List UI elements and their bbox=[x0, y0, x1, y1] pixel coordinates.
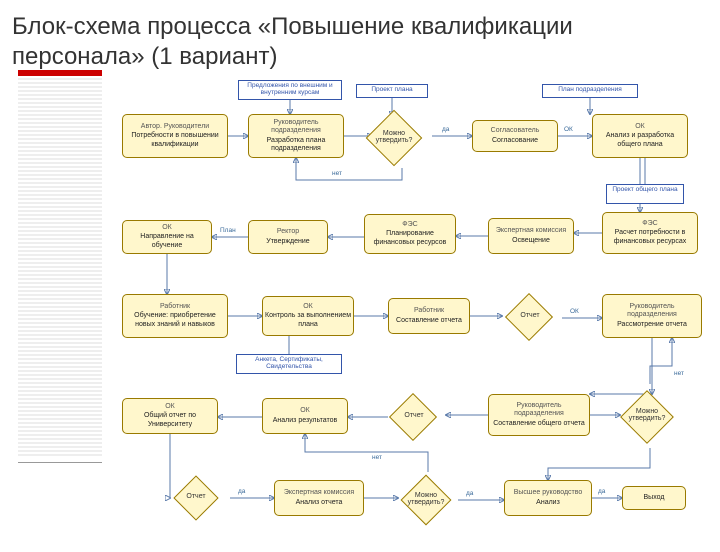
node-role: Работник bbox=[125, 303, 225, 311]
node-role: Экспертная комиссия bbox=[277, 489, 361, 497]
node-action: Отчет bbox=[508, 312, 552, 319]
edge-label: да bbox=[442, 126, 449, 133]
node-action: Анализ отчета bbox=[277, 499, 361, 507]
node-role: ОК bbox=[265, 407, 345, 415]
node-n22: Экспертная комиссия Анализ отчета bbox=[274, 480, 364, 516]
edge-label: да bbox=[598, 488, 605, 495]
node-role: Руководитель подразделения bbox=[491, 402, 587, 418]
edge-label: да bbox=[238, 488, 245, 495]
node-n25: Выход bbox=[622, 486, 686, 510]
node-action: Выход bbox=[625, 494, 683, 502]
sidebar-decor bbox=[18, 70, 102, 463]
data-input: Проект плана bbox=[356, 84, 428, 98]
node-action: Освещение bbox=[491, 237, 571, 245]
edge-label: ОК bbox=[564, 126, 573, 133]
node-n16: ОК Общий отчет по Университету bbox=[122, 398, 218, 434]
node-role: Руководитель подразделения bbox=[605, 303, 699, 319]
data-input: Проект общего плана bbox=[606, 184, 684, 204]
node-action: Направление на обучение bbox=[125, 233, 209, 249]
node-n10: ФЭС Расчет потребности в финансовых ресу… bbox=[602, 212, 698, 254]
underline bbox=[18, 462, 102, 463]
node-action: Анализ и разработка общего плана bbox=[595, 132, 685, 148]
data-input: План подразделения bbox=[542, 84, 638, 98]
node-action: Расчет потребности в финансовых ресурсах bbox=[605, 229, 695, 245]
node-role: ФЭС bbox=[605, 220, 695, 228]
node-role: ФЭС bbox=[367, 221, 453, 229]
node-action: Можно утвердить? bbox=[366, 130, 422, 144]
node-action: Можно утвердить? bbox=[398, 492, 454, 506]
node-role: ОК bbox=[125, 403, 215, 411]
node-action: Анализ bbox=[507, 499, 589, 507]
node-n9: Экспертная комиссия Освещение bbox=[488, 218, 574, 254]
accent-bar bbox=[18, 70, 102, 76]
node-n24: Высшее руководство Анализ bbox=[504, 480, 592, 516]
node-action: Общий отчет по Университету bbox=[125, 412, 215, 428]
node-action: Составление общего отчета bbox=[491, 420, 587, 428]
node-action: Составление отчета bbox=[391, 317, 467, 325]
node-role: Экспертная комиссия bbox=[491, 227, 571, 235]
node-action: Можно утвердить? bbox=[618, 408, 676, 422]
striped-fill bbox=[18, 78, 102, 458]
node-role: Работник bbox=[391, 307, 467, 315]
node-action: Планирование финансовых ресурсов bbox=[367, 230, 453, 246]
node-role: Автор. Руководители bbox=[125, 123, 225, 131]
node-action: Разработка плана подразделения bbox=[251, 137, 341, 153]
page-title: Блок-схема процесса «Повышение квалифика… bbox=[12, 12, 708, 72]
edge-label: нет bbox=[332, 170, 342, 177]
node-action: Потребности в повышении квалификации bbox=[125, 132, 225, 148]
node-action: Согласование bbox=[475, 137, 555, 145]
node-n5: ОК Анализ и разработка общего плана bbox=[592, 114, 688, 158]
node-role: Ректор bbox=[251, 228, 325, 236]
node-action: Анализ результатов bbox=[265, 417, 345, 425]
node-n8: ФЭС Планирование финансовых ресурсов bbox=[364, 214, 456, 254]
node-n15: Руководитель подразделения Рассмотрение … bbox=[602, 294, 702, 338]
node-n2: Руководитель подразделения Разработка пл… bbox=[248, 114, 344, 158]
node-action: Обучение: приобретение новых знаний и на… bbox=[125, 312, 225, 328]
node-role: ОК bbox=[265, 303, 351, 311]
data-input: Предложения по внешним и внутренним курс… bbox=[238, 80, 342, 100]
node-action: Отчет bbox=[174, 493, 218, 500]
node-n11: Работник Обучение: приобретение новых зн… bbox=[122, 294, 228, 338]
node-role: ОК bbox=[125, 224, 209, 232]
edge-label: да bbox=[466, 490, 473, 497]
node-n17: ОК Анализ результатов bbox=[262, 398, 348, 434]
node-n13: Работник Составление отчета bbox=[388, 298, 470, 334]
node-action: Рассмотрение отчета bbox=[605, 321, 699, 329]
node-n6: ОК Направление на обучение bbox=[122, 220, 212, 254]
node-role: Руководитель подразделения bbox=[251, 119, 341, 135]
node-role: ОК bbox=[595, 123, 685, 131]
edge-label: нет bbox=[674, 370, 684, 377]
node-action: Отчет bbox=[392, 412, 436, 419]
node-n4: Согласователь Согласование bbox=[472, 120, 558, 152]
node-role: Согласователь bbox=[475, 127, 555, 135]
node-n19: Руководитель подразделения Составление о… bbox=[488, 394, 590, 436]
node-action: Контроль за выполнением плана bbox=[265, 312, 351, 328]
edge-label: ОК bbox=[570, 308, 579, 315]
node-role: Высшее руководство bbox=[507, 489, 589, 497]
node-action: Утверждение bbox=[251, 238, 325, 246]
node-n7: Ректор Утверждение bbox=[248, 220, 328, 254]
data-input: Анкета, Сертификаты, Свидетельства bbox=[236, 354, 342, 374]
node-n12: ОК Контроль за выполнением плана bbox=[262, 296, 354, 336]
edge-label: нет bbox=[372, 454, 382, 461]
flowchart-canvas: Предложения по внешним и внутренним курс… bbox=[112, 80, 712, 540]
node-n1: Автор. Руководители Потребности в повыше… bbox=[122, 114, 228, 158]
edge-label: План bbox=[220, 227, 236, 234]
